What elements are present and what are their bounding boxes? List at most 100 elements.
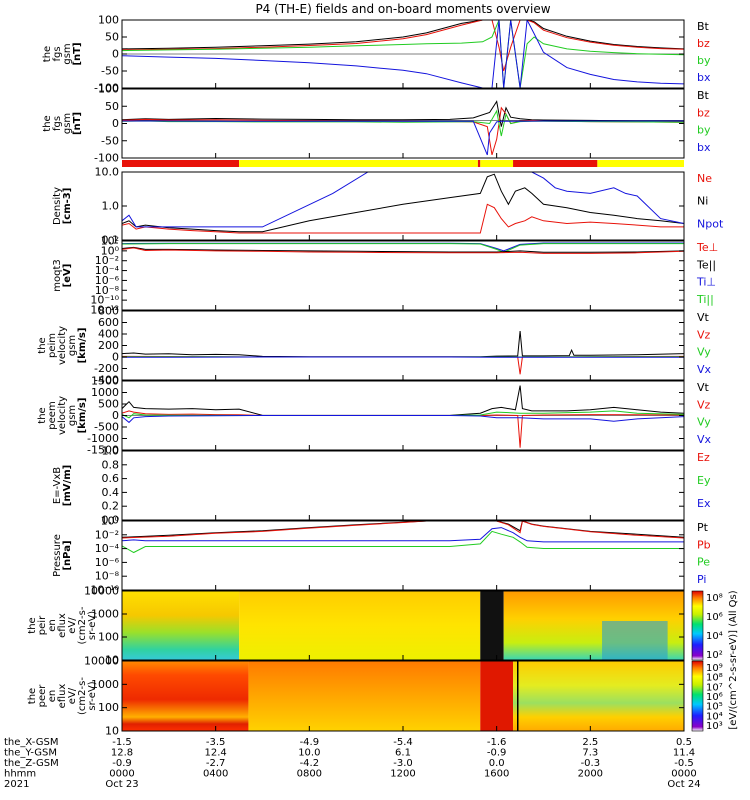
- y-axis-label-line: the: [27, 617, 38, 633]
- footer-row-label: the_Z-GSM: [4, 758, 59, 769]
- series-line-red: [122, 521, 684, 539]
- legend-entry: Te||: [696, 258, 716, 271]
- legend-entry: Ex: [697, 497, 711, 510]
- y-tick-label: 10: [105, 725, 119, 738]
- spectrogram-block: [480, 661, 514, 731]
- footer-value: 2.5: [582, 737, 598, 748]
- y-tick-label: 200: [98, 339, 119, 352]
- legend-entry: Pt: [697, 521, 709, 534]
- series-line-black: [122, 331, 684, 358]
- footer-value: 12.4: [205, 748, 227, 759]
- series-group: [122, 521, 684, 554]
- panel-frame: [121, 88, 685, 159]
- y-axis-label-line: [cm-3]: [62, 188, 73, 225]
- panel-7: 1.00.80.60.40.20.0 E=-VxB [mV/m] Ez Ey Ex: [52, 445, 711, 527]
- y-tick-label: 1.0: [102, 200, 120, 213]
- y-axis-label-line: [km/s]: [77, 328, 88, 364]
- legend-entry: bz: [697, 37, 710, 50]
- region-bar-segment: [122, 160, 240, 167]
- y-axis-label-line: [nT]: [72, 42, 83, 65]
- legend-entry: Ni: [697, 195, 708, 208]
- y-tick-label: 1500: [91, 375, 119, 388]
- y-axis-label: the fgs gsm [nT]: [42, 42, 83, 65]
- panel-9: 10000 1000 100 10 the peir en eflux eV/(cm2-s-sr…: [27, 585, 723, 667]
- y-axis-label-line: fgs: [52, 46, 63, 61]
- region-bar-segment: [239, 160, 478, 167]
- footer-layer: the_X-GSM -1.5 -3.5 -4.9 -5.4 -1.6 2.5 0.5 the_Y…: [4, 737, 701, 790]
- y-tick-label: 10⁻²: [95, 528, 119, 541]
- y-axis-label-line: velocity: [57, 396, 68, 435]
- y-axis-label: the peem velocity gsm [km/s]: [37, 396, 88, 435]
- y-tick-label: 100: [98, 14, 119, 27]
- y-tick-label: 0.6: [102, 472, 120, 485]
- colorbar-label-text: [eV/(cm^2-s-sr-eV)] (All Qs): [728, 590, 739, 729]
- region-bar-segment: [513, 160, 598, 167]
- y-tick-label: 10⁻⁶: [95, 556, 120, 569]
- y-tick-label: 10⁻⁸: [95, 570, 120, 583]
- series-line-black: [122, 20, 684, 50]
- y-tick-label: 10⁻⁴: [95, 264, 120, 277]
- y-axis-label-line: the: [27, 688, 38, 704]
- y-tick-label: 100: [98, 631, 119, 644]
- panel-2: 100 50 0 -50 -100 the fgs gsm [nT] Bt bz by bx: [42, 83, 711, 165]
- y-tick-label: 10²: [101, 235, 119, 248]
- legend-entry: by: [697, 54, 711, 67]
- y-tick-label: 50: [105, 100, 119, 113]
- y-tick-label: 1000: [91, 678, 119, 691]
- region-bar-segment: [597, 160, 684, 167]
- y-axis-label-line: eV/: [67, 687, 78, 704]
- legend-entry: Vy: [697, 346, 711, 359]
- y-tick-label: 400: [98, 328, 119, 341]
- y-tick-label: -1000: [87, 432, 119, 445]
- footer-value: 2000: [578, 769, 603, 780]
- y-tick-label: -1500: [87, 444, 119, 457]
- colorbar-label: [eV/(cm^2-s-sr-eV)] (All Qs): [728, 590, 739, 729]
- y-axis-label: the peim velocity gsm [km/s]: [37, 326, 88, 365]
- region-bar: [122, 160, 684, 167]
- y-axis-label-line: eV/: [67, 617, 78, 634]
- legend-entry: Ey: [697, 474, 711, 487]
- panel-frame: [121, 310, 685, 381]
- footer-value: -3.5: [206, 737, 226, 748]
- y-axis-label-line: [eV]: [62, 264, 73, 288]
- y-tick-label: 10⁻⁶: [95, 274, 120, 287]
- y-tick-label: -50: [101, 134, 119, 147]
- y-tick-label: 10000: [84, 585, 119, 598]
- y-tick-label: 800: [98, 305, 119, 318]
- series-line-black: [122, 173, 684, 233]
- colorbar-tick-label: 10⁸: [706, 673, 723, 684]
- series-line-blue: [122, 120, 684, 156]
- y-tick-label: 10⁻¹⁰: [90, 294, 119, 307]
- y-axis-label-line: E=-VxB: [52, 467, 63, 504]
- y-axis-label-line: peim: [47, 333, 58, 358]
- footer-value: -5.4: [393, 737, 413, 748]
- y-axis-label: the fgs gsm [nT]: [42, 112, 83, 135]
- y-tick-label: 50: [105, 31, 119, 44]
- y-tick-label: 10: [105, 654, 119, 667]
- y-tick-label: 0: [112, 409, 119, 422]
- colorbar-tick-label: 10²: [706, 650, 723, 661]
- series-line-green: [122, 243, 684, 253]
- y-tick-label: 100: [98, 701, 119, 714]
- y-axis-label: Pressure [nPa]: [52, 534, 73, 577]
- legend-entry: Pi: [697, 573, 706, 586]
- y-axis-label-line: peem: [47, 401, 58, 429]
- footer-value: -1.5: [112, 737, 132, 748]
- y-axis-label-line: sr-eV): [87, 681, 98, 710]
- series-group: [122, 20, 684, 88]
- y-axis-label-line: (cm2-s-: [77, 677, 88, 715]
- legend-entry: Ti||: [696, 293, 714, 306]
- y-axis-label-line: gsm: [62, 113, 73, 134]
- y-axis-label-line: (cm2-s-: [77, 606, 88, 644]
- y-tick-label: 1000: [91, 386, 119, 399]
- series-line-red: [122, 410, 684, 448]
- series-line-black: [122, 246, 684, 253]
- y-tick-label: -400: [94, 374, 119, 387]
- y-tick-label: 10.0: [95, 166, 120, 179]
- footer-row-label: the_Y-GSM: [4, 748, 57, 759]
- footer-value: -2.7: [206, 758, 226, 769]
- y-axis-label: the peir en eflux eV/(cm2-s-sr-eV): [27, 606, 98, 644]
